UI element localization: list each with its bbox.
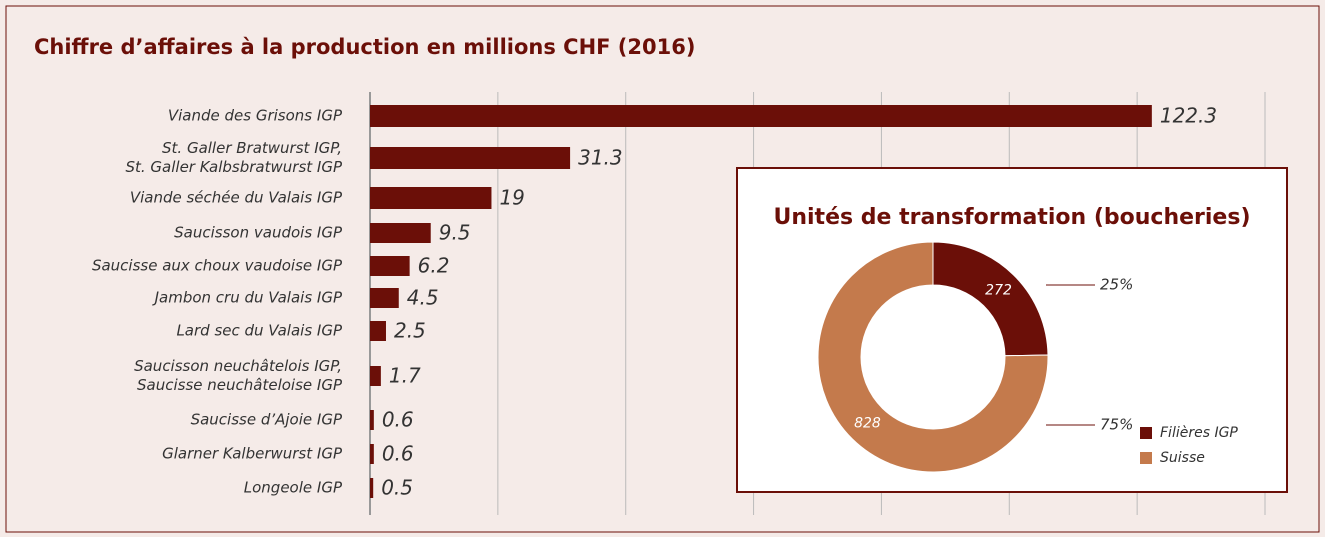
slice-label: 828 [854,416,881,432]
donut-slice [817,241,1049,473]
bar [370,366,381,386]
category-label: Saucisse d’Ajoie IGP [190,410,342,429]
bar [370,187,492,209]
value-label: 19 [499,186,524,210]
category-label: Viande séchée du Valais IGP [129,188,342,207]
value-label: 31.3 [578,146,623,170]
bar [370,444,374,464]
legend-swatch [1140,452,1152,464]
percent-label: 75% [1100,416,1133,434]
value-label: 6.2 [418,254,450,278]
category-label: St. Galler Bratwurst IGP, St. Galler Kal… [125,139,342,176]
value-label: 2.5 [394,319,426,343]
category-label: Longeole IGP [243,478,342,497]
category-label: Lard sec du Valais IGP [176,321,342,340]
bar [370,223,431,243]
value-label: 4.5 [407,286,439,310]
bar [370,478,374,498]
bar [370,256,410,276]
value-label: 9.5 [439,221,471,245]
value-label: 0.6 [382,442,414,466]
bar [370,321,386,341]
value-label: 0.5 [381,476,413,500]
chart-title: Chiffre d’affaires à la production en mi… [34,35,695,59]
value-label: 1.7 [389,364,421,388]
category-label: Viande des Grisons IGP [167,106,342,125]
category-label: Saucisson neuchâtelois IGP, Saucisse neu… [134,357,342,394]
bar [370,288,399,308]
category-label: Jambon cru du Valais IGP [154,288,342,307]
value-label: 122.3 [1160,104,1217,128]
legend-label: Suisse [1160,450,1205,466]
category-label: Glarner Kalberwurst IGP [162,444,342,463]
legend-label: Filières IGP [1160,425,1238,441]
percent-label: 25% [1100,276,1133,294]
donut-title: Unités de transformation (boucheries) [773,205,1250,230]
frame [5,5,1320,533]
bar [370,147,571,169]
category-label: Saucisson vaudois IGP [174,223,342,242]
bar [370,105,1152,127]
bar [370,410,374,430]
value-label: 0.6 [382,408,414,432]
slice-label: 272 [985,282,1012,298]
category-label: Saucisse aux choux vaudoise IGP [91,256,342,275]
legend-swatch [1140,427,1152,439]
